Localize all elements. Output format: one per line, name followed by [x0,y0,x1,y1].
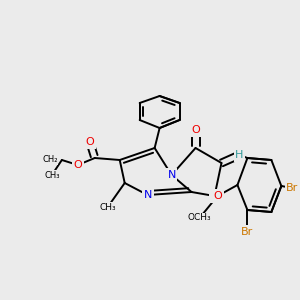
Text: CH₃: CH₃ [99,202,116,211]
Text: H: H [235,150,244,160]
Text: O: O [85,137,94,147]
Text: Br: Br [241,227,254,237]
Text: CH₃: CH₃ [44,170,60,179]
Text: O: O [213,191,222,201]
Text: O: O [74,160,82,170]
Text: CH₂: CH₂ [42,155,58,164]
Text: Br: Br [286,183,298,193]
Text: N: N [167,170,176,180]
Text: N: N [143,190,152,200]
Text: O: O [191,125,200,135]
Text: OCH₃: OCH₃ [188,214,211,223]
Text: S: S [211,191,218,201]
